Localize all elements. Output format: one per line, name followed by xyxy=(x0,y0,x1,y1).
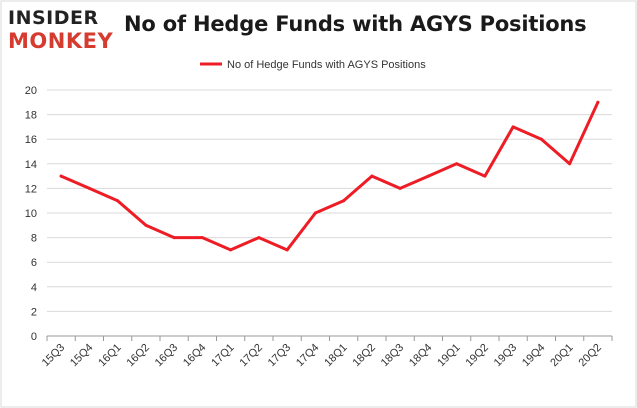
y-tick-labels: 0 2 4 6 8 10 12 14 16 18 20 xyxy=(25,85,37,343)
data-point xyxy=(144,223,148,227)
data-point xyxy=(116,199,120,203)
x-tick-label: 19Q2 xyxy=(463,342,491,370)
y-tick-label: 0 xyxy=(31,331,37,343)
x-tick-label: 15Q3 xyxy=(40,342,68,370)
data-point xyxy=(342,199,346,203)
x-tick-label: 16Q4 xyxy=(181,342,209,370)
x-tick-label: 18Q3 xyxy=(379,342,407,370)
y-tick-label: 6 xyxy=(31,257,37,269)
data-point xyxy=(285,248,289,252)
x-tick-label: 19Q3 xyxy=(492,342,520,370)
x-tick-label: 15Q4 xyxy=(68,342,96,370)
data-point xyxy=(172,236,176,240)
x-tick-label: 16Q2 xyxy=(124,342,152,370)
x-tick-label: 18Q2 xyxy=(350,342,378,370)
data-point xyxy=(483,174,487,178)
x-tick-labels: 15Q3 15Q4 16Q1 16Q2 16Q3 16Q4 17Q1 17Q2 17Q3 17Q4… xyxy=(40,342,604,370)
y-tick-label: 10 xyxy=(25,208,37,220)
data-point xyxy=(200,236,204,240)
data-point xyxy=(511,125,515,129)
data-point xyxy=(596,100,600,104)
x-tick-label: 20Q2 xyxy=(576,342,604,370)
legend: No of Hedge Funds with AGYS Positions xyxy=(200,59,426,71)
y-tick-label: 12 xyxy=(25,183,37,195)
x-tick-label: 19Q4 xyxy=(520,342,548,370)
x-tick-label: 18Q4 xyxy=(407,342,435,370)
x-tick-label: 17Q3 xyxy=(266,342,294,370)
x-tick-label: 16Q1 xyxy=(96,342,124,370)
data-point xyxy=(87,186,91,190)
data-point xyxy=(59,174,63,178)
data-point xyxy=(455,162,459,166)
data-point xyxy=(313,211,317,215)
legend-label: No of Hedge Funds with AGYS Positions xyxy=(227,59,426,71)
x-tick-label: 17Q2 xyxy=(237,342,265,370)
gridlines xyxy=(47,89,612,312)
insider-monkey-logo: INSIDER MONKEY xyxy=(8,5,118,55)
y-tick-label: 18 xyxy=(25,110,37,122)
y-tick-label: 16 xyxy=(25,134,37,146)
x-tick-label: 16Q3 xyxy=(153,342,181,370)
logo-text-monkey: MONKEY xyxy=(8,29,114,53)
data-point xyxy=(426,174,430,178)
data-point xyxy=(257,236,261,240)
axes xyxy=(46,335,613,341)
data-point xyxy=(539,137,543,141)
y-tick-label: 8 xyxy=(31,233,37,245)
x-tick-label: 17Q4 xyxy=(294,342,322,370)
data-point xyxy=(229,248,233,252)
y-tick-label: 20 xyxy=(25,85,37,97)
y-tick-label: 2 xyxy=(31,306,37,318)
x-tick-label: 19Q1 xyxy=(435,342,463,370)
data-point xyxy=(370,174,374,178)
y-tick-label: 14 xyxy=(25,159,37,171)
data-point xyxy=(398,186,402,190)
series-line xyxy=(59,100,600,252)
y-tick-label: 4 xyxy=(31,282,37,294)
chart-title: No of Hedge Funds with AGYS Positions xyxy=(124,12,587,36)
logo-text-insider: INSIDER xyxy=(8,7,99,29)
data-point xyxy=(568,162,572,166)
x-tick-label: 20Q1 xyxy=(548,342,576,370)
series-layer xyxy=(59,100,600,252)
x-tick-label: 18Q1 xyxy=(322,342,350,370)
x-tick-label: 17Q1 xyxy=(209,342,237,370)
